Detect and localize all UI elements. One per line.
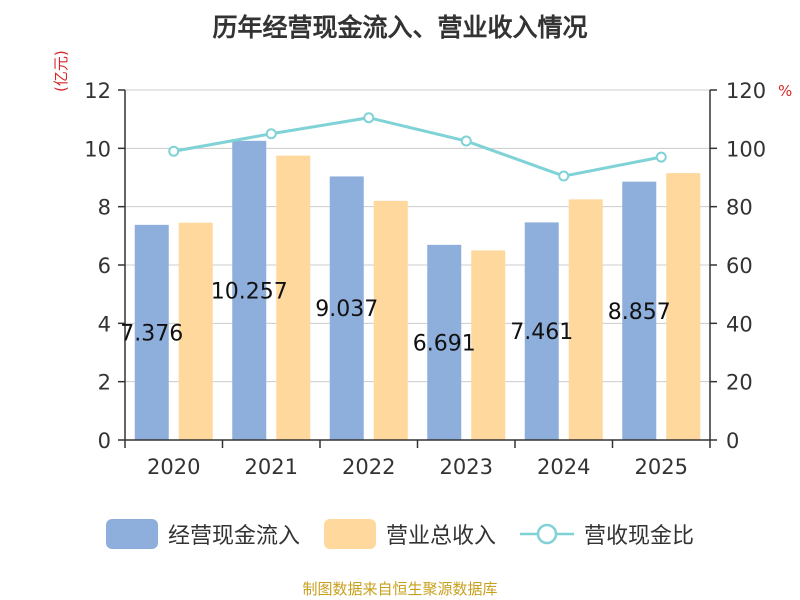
bar-revenue[interactable]: [471, 250, 506, 440]
data-label-cash-inflow: 9.037: [315, 297, 378, 322]
x-tick-label: 2021: [245, 455, 298, 479]
y-right-tick-label: 40: [726, 312, 753, 336]
ratio-point[interactable]: [655, 151, 667, 163]
y-right-tick-label: 80: [726, 196, 753, 220]
legend-item-cash[interactable]: 经营现金流入: [105, 518, 300, 550]
y-left-tick-label: 0: [98, 429, 111, 453]
data-label-cash-inflow: 6.691: [413, 331, 476, 356]
data-label-cash-inflow: 7.376: [120, 321, 183, 346]
bar-revenue[interactable]: [276, 155, 311, 440]
ratio-point[interactable]: [363, 112, 375, 124]
bar-revenue[interactable]: [373, 200, 408, 440]
bar-cash-inflow[interactable]: [622, 181, 657, 440]
legend-swatch-revenue: [323, 519, 376, 549]
x-tick-label: 2020: [147, 455, 200, 479]
bar-cash-inflow[interactable]: [329, 176, 364, 440]
y-right-tick-label: 100: [726, 137, 766, 161]
legend-label-ratio: 营收现金比: [584, 524, 695, 549]
legend-swatch-cash: [105, 519, 158, 549]
data-label-cash-inflow: 7.461: [510, 320, 573, 345]
legend-swatch-ratio-icon: [520, 523, 574, 545]
legend-item-revenue[interactable]: 营业总收入: [323, 518, 496, 550]
x-tick-label: 2023: [440, 455, 493, 479]
x-tick-label: 2024: [537, 455, 590, 479]
y-left-tick-label: 8: [98, 196, 111, 220]
data-label-cash-inflow: 10.257: [211, 279, 288, 304]
legend-label-cash: 经营现金流入: [167, 524, 300, 549]
ratio-point[interactable]: [265, 128, 277, 140]
legend-item-ratio[interactable]: 营收现金比: [520, 518, 694, 550]
bar-revenue[interactable]: [666, 173, 701, 440]
y-right-tick-label: 20: [726, 371, 753, 395]
x-tick-label: 2025: [635, 455, 688, 479]
y-right-tick-label: 120: [726, 79, 766, 103]
bar-cash-inflow[interactable]: [427, 244, 462, 440]
source-note: 制图数据来自恒生聚源数据库: [302, 580, 498, 598]
y-left-tick-label: 10: [84, 137, 111, 161]
y-left-tick-label: 2: [98, 371, 111, 395]
legend: 经营现金流入 营业总收入 营收现金比: [0, 518, 800, 550]
y-right-tick-label: 0: [726, 429, 739, 453]
y-right-tick-label: 60: [726, 254, 753, 278]
bar-revenue[interactable]: [568, 199, 603, 440]
right-axis-unit: %: [778, 82, 793, 100]
bar-revenue[interactable]: [178, 222, 213, 440]
ratio-point[interactable]: [168, 145, 180, 157]
bar-cash-inflow[interactable]: [232, 140, 267, 440]
y-left-tick-label: 6: [98, 254, 111, 278]
chart-title: 历年经营现金流入、营业收入情况: [212, 13, 588, 42]
x-tick-label: 2022: [342, 455, 395, 479]
ratio-point[interactable]: [558, 170, 570, 182]
ratio-line: [173, 116, 662, 178]
bar-cash-inflow[interactable]: [524, 222, 559, 440]
y-left-tick-label: 12: [84, 79, 111, 103]
y-left-tick-label: 4: [98, 312, 111, 336]
legend-label-revenue: 营业总收入: [385, 524, 496, 549]
ratio-point[interactable]: [460, 135, 472, 147]
data-label-cash-inflow: 8.857: [608, 300, 671, 325]
bar-cash-inflow[interactable]: [134, 224, 169, 440]
